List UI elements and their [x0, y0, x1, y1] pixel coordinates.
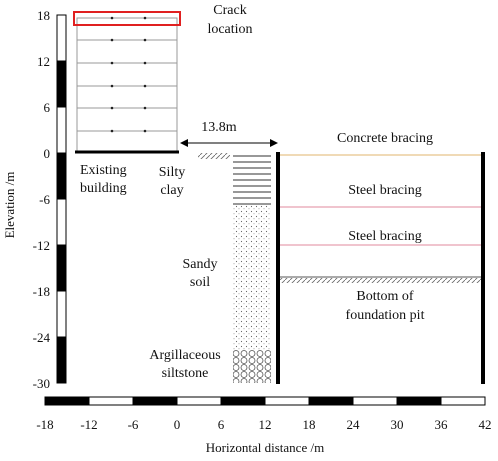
y-tick-label: 12 [37, 54, 50, 69]
label: Concrete bracing [337, 131, 433, 146]
soil-column [233, 152, 271, 383]
scale-segment [220, 396, 266, 406]
crack-marker [73, 11, 181, 26]
x-tick-label: -6 [128, 417, 139, 432]
horizontal-scale-bar: -18 -12 -6 0 6 12 18 24 30 36 42 [36, 396, 492, 432]
scale-segment [396, 396, 442, 406]
scale-segment [56, 60, 67, 108]
scale-segment [176, 396, 222, 406]
x-tick-label: 36 [435, 417, 449, 432]
scale-segment [264, 396, 310, 406]
ground-hatch [198, 153, 230, 159]
scale-segment [56, 14, 67, 62]
scale-segment [56, 244, 67, 292]
label: Bottom of [356, 289, 414, 304]
x-tick-label: 0 [174, 417, 181, 432]
y-tick-label: -6 [39, 192, 50, 207]
y-tick-label: -12 [33, 238, 50, 253]
scale-segment [56, 336, 67, 384]
label: soil [190, 275, 210, 290]
scale-segment [56, 152, 67, 200]
x-tick-label: 18 [303, 417, 316, 432]
y-tick-label: 18 [37, 8, 50, 23]
x-tick-label: 42 [479, 417, 492, 432]
scale-segment [56, 106, 67, 154]
scale-segment [352, 396, 398, 406]
label: Steel bracing [348, 229, 421, 244]
scale-segment [88, 396, 134, 406]
label: Steel bracing [348, 183, 421, 198]
y-tick-label: 0 [44, 146, 51, 161]
label: Silty [159, 165, 185, 180]
scale-segment [56, 198, 67, 246]
label: Sandy [183, 257, 218, 272]
axis-label: Horizontal distance /m [206, 440, 324, 455]
y-tick-label: 6 [44, 100, 51, 115]
scale-segment [132, 396, 178, 406]
axis-label: Elevation /m [2, 172, 17, 239]
x-tick-label: 30 [391, 417, 404, 432]
scale-segment [44, 396, 90, 406]
y-tick-label: -24 [33, 330, 51, 345]
scale-segment [308, 396, 354, 406]
x-tick-label: 6 [218, 417, 225, 432]
scale-segment [440, 396, 486, 406]
label: Crack [213, 3, 246, 18]
vertical-scale-bar: 18 12 6 0 -6 -12 -18 -24 -30 [33, 8, 67, 391]
existing-building [73, 11, 181, 154]
x-tick-label: -12 [80, 417, 97, 432]
x-tick-label: 24 [347, 417, 361, 432]
label: clay [160, 183, 183, 198]
y-tick-label: -30 [33, 376, 50, 391]
x-tick-label: -18 [36, 417, 53, 432]
label: siltstone [162, 366, 209, 381]
label: foundation pit [346, 308, 425, 323]
label: 13.8m [201, 120, 237, 135]
label: building [80, 181, 127, 196]
label: location [207, 22, 252, 37]
x-tick-label: 12 [259, 417, 272, 432]
y-tick-label: -18 [33, 284, 50, 299]
pit-bottom-hatch [280, 278, 481, 283]
label: Existing [80, 163, 127, 178]
scale-segment [56, 290, 67, 338]
label: Argillaceous [149, 348, 220, 363]
